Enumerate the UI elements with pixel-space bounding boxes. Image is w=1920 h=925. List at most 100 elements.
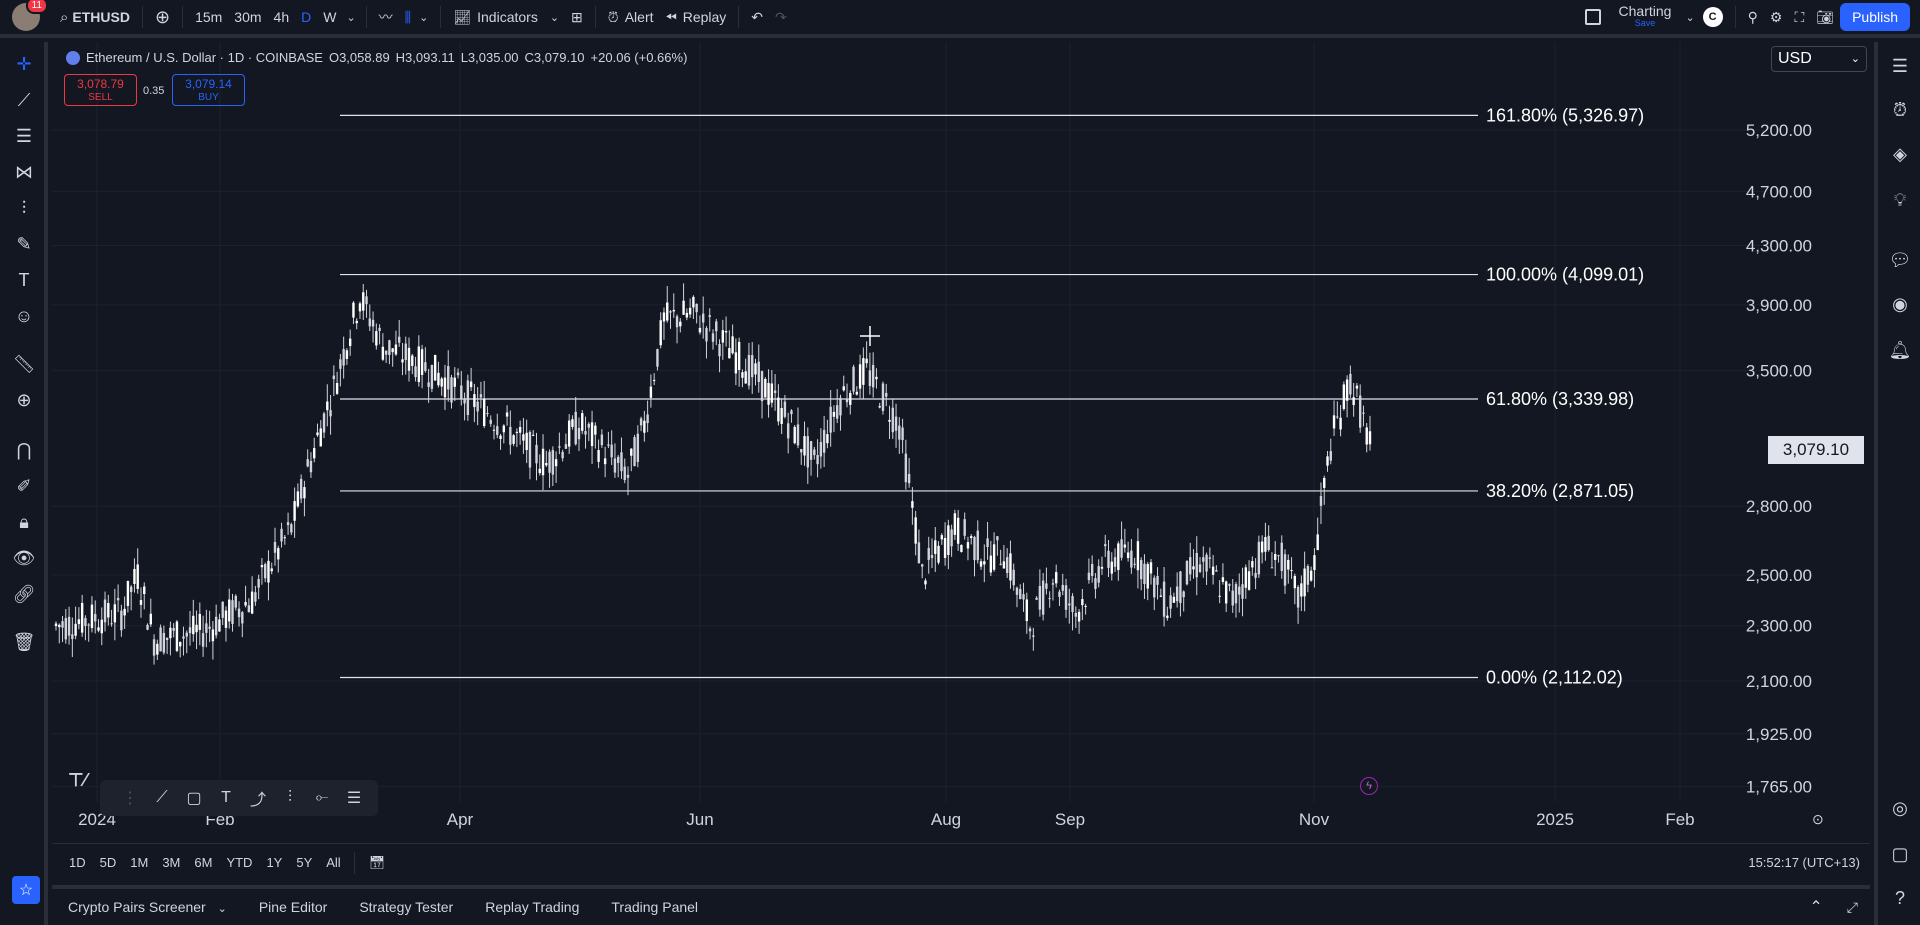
templates-button[interactable]: ⊞ — [565, 0, 589, 36]
time-axis-settings-icon[interactable]: ⊙ — [1812, 811, 1824, 827]
alarm-clock-icon[interactable]: ⏰︎ — [1892, 99, 1908, 120]
candle-body — [1090, 563, 1094, 576]
candle-body — [930, 555, 934, 559]
compare-symbol-button[interactable]: ⊕ — [149, 0, 176, 36]
range-ytd[interactable]: YTD — [226, 855, 253, 870]
range-1d[interactable]: 1D — [69, 855, 86, 870]
text-tool-icon[interactable]: T — [18, 269, 30, 290]
tab-crypto-pairs-screener[interactable]: Crypto Pairs Screener ⌄ — [52, 899, 243, 915]
collapse-panel-icon[interactable]: ⌃ — [1809, 899, 1823, 916]
broadcast-icon[interactable]: ◉ — [1892, 293, 1908, 314]
horizontal-ray-icon[interactable]: ⟜ — [315, 789, 329, 806]
layout-toggle[interactable] — [1579, 0, 1607, 36]
candle-body — [983, 561, 986, 565]
range-3m[interactable]: 3M — [162, 855, 181, 870]
layers-icon[interactable]: ◈ — [1893, 143, 1907, 164]
candle-body — [875, 376, 878, 380]
legend-low: L3,035.00 — [460, 50, 519, 65]
user-menu[interactable]: C — [1697, 0, 1729, 36]
lightbulb-icon[interactable]: 💡︎ — [1893, 189, 1907, 210]
chevron-down-icon[interactable]: ⌄ — [1685, 11, 1695, 24]
bell-icon[interactable]: 🔔︎ — [1888, 339, 1912, 360]
watchlist-star-button[interactable]: ☆ — [12, 876, 40, 904]
replay-button[interactable]: ⏪︎ Replay — [660, 0, 733, 36]
buy-button[interactable]: 3,079.14 BUY — [172, 74, 245, 106]
redo-button[interactable]: ↷ — [769, 0, 793, 36]
interval-15m[interactable]: 15m — [195, 9, 223, 25]
chart-area[interactable] — [52, 42, 1870, 842]
layout-menu[interactable]: Charting Save — [1607, 0, 1684, 36]
interval-4h[interactable]: 4h — [273, 9, 290, 25]
candle-body — [737, 341, 741, 371]
date-range-icon[interactable]: 📅︎ — [368, 854, 386, 870]
tab-strategy-tester[interactable]: Strategy Tester — [359, 899, 454, 915]
avatar[interactable]: 11 — [12, 0, 48, 31]
quick-search-button[interactable]: ⚲ — [1742, 0, 1764, 36]
watchlist-icon[interactable]: ☰ — [1891, 55, 1909, 76]
link-icon[interactable]: 🔗︎ — [12, 583, 36, 604]
snapshot-button[interactable]: 📷︎ — [1810, 0, 1840, 36]
tab-replay-trading[interactable]: Replay Trading — [485, 899, 580, 915]
candles-tool-icon[interactable]: ⫶ — [287, 789, 292, 806]
magnet-icon[interactable]: ⋂ — [16, 439, 32, 460]
trend-line-icon[interactable]: ⟋ — [17, 89, 31, 110]
text-tool-icon[interactable]: T — [221, 789, 231, 806]
range-6m[interactable]: 6M — [194, 855, 213, 870]
price-axis-label: 2,500.00 — [1746, 566, 1812, 585]
drag-handle-icon[interactable]: ⋮ — [122, 790, 138, 807]
interval-d[interactable]: D — [301, 9, 312, 25]
rectangle-tool-icon[interactable]: ▢ — [186, 790, 202, 807]
price-chart[interactable]: 5,200.00 4,700.00 4,300.00 3,900.00 3,500.00… — [52, 42, 1870, 842]
chat-icon[interactable]: 💬︎ — [1888, 249, 1912, 270]
eye-icon[interactable]: 👁︎ — [12, 547, 36, 568]
tab-trading-panel[interactable]: Trading Panel — [611, 899, 699, 915]
emoji-icon[interactable]: ☺ — [14, 305, 34, 326]
currency-select[interactable]: USD ⌄ — [1771, 46, 1867, 72]
lock-drawing-icon[interactable]: ✐ — [16, 475, 32, 496]
interval-w[interactable]: W — [323, 9, 337, 25]
ruler-icon[interactable]: 📏︎ — [12, 353, 36, 374]
candle-body — [1179, 571, 1182, 603]
brush-icon[interactable]: ✎ — [16, 233, 32, 254]
fib-tool-icon[interactable]: ☰ — [346, 790, 362, 807]
crosshair-icon[interactable]: ✛ — [16, 53, 32, 74]
range-5d[interactable]: 5D — [99, 855, 117, 870]
pattern-icon[interactable]: ⋈ — [15, 161, 33, 182]
help-icon[interactable]: ? — [1894, 887, 1905, 908]
candle-body — [1221, 577, 1225, 582]
range-5y[interactable]: 5Y — [296, 855, 313, 870]
candles-button[interactable]: ⫼ ⌄ — [399, 0, 435, 36]
speedometer-icon[interactable]: ◎ — [1892, 797, 1908, 818]
symbol-search[interactable]: ⌕ ETHUSD — [54, 0, 136, 36]
chevron-down-icon[interactable]: ⌄ — [346, 11, 356, 24]
undo-button[interactable]: ↶ — [745, 0, 769, 36]
trash-icon[interactable]: 🗑︎ — [12, 631, 36, 652]
maximize-panel-icon[interactable]: ⤢ — [1846, 898, 1858, 915]
zoom-in-icon[interactable]: ⊕ — [16, 389, 32, 410]
range-1m[interactable]: 1M — [130, 855, 149, 870]
tradingview-logo[interactable]: ⊤⁄ — [68, 770, 87, 790]
settings-button[interactable]: ⚙ — [1764, 0, 1789, 36]
range-1y[interactable]: 1Y — [266, 855, 283, 870]
fullscreen-button[interactable]: ⛶ — [1788, 0, 1810, 36]
lock-icon[interactable]: 🔒︎ — [19, 511, 29, 532]
line-chart-button[interactable]: 〰 — [373, 0, 399, 36]
candle-body — [322, 413, 326, 433]
range-all[interactable]: All — [326, 855, 341, 870]
indicators-button[interactable]: 📈︎ Indicators ⌄ — [447, 0, 565, 36]
chat-bubble-icon[interactable]: ▢ — [1891, 843, 1909, 864]
path-tool-icon[interactable]: ⤴ — [249, 792, 266, 809]
forecasting-icon[interactable]: ⫶ — [21, 197, 27, 218]
interval-30m[interactable]: 30m — [234, 9, 262, 25]
candle-body — [911, 501, 914, 508]
tab-pine-editor[interactable]: Pine Editor — [258, 899, 328, 915]
alert-button[interactable]: ⏰︎ Alert — [602, 0, 660, 36]
clock[interactable]: 15:52:17 (UTC+13) — [1748, 855, 1860, 870]
candle-body — [77, 619, 81, 625]
line-tool-icon[interactable]: ⟋ — [156, 789, 168, 806]
publish-button[interactable]: Publish — [1840, 3, 1910, 31]
fib-retracement-icon[interactable]: ☰ — [15, 125, 33, 146]
candles-icon: ⫼ — [404, 8, 412, 25]
sell-button[interactable]: 3,078.79 SELL — [64, 74, 137, 106]
flash-icon[interactable]: ϟ — [1360, 777, 1378, 795]
